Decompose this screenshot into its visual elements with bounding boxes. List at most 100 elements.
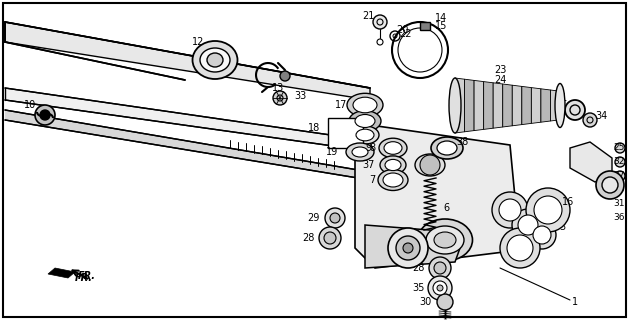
Circle shape — [518, 215, 538, 235]
Polygon shape — [512, 85, 522, 126]
Ellipse shape — [207, 53, 223, 67]
Circle shape — [615, 143, 625, 153]
Circle shape — [565, 100, 585, 120]
Ellipse shape — [349, 111, 381, 132]
Polygon shape — [503, 84, 512, 127]
Circle shape — [434, 262, 446, 274]
Text: 28: 28 — [413, 263, 425, 273]
Polygon shape — [365, 225, 460, 268]
Ellipse shape — [200, 48, 230, 72]
Text: 4: 4 — [527, 197, 533, 207]
Text: 22: 22 — [400, 29, 412, 39]
Circle shape — [602, 177, 618, 193]
Circle shape — [500, 228, 540, 268]
Text: 1: 1 — [572, 297, 578, 307]
Text: 30: 30 — [420, 297, 432, 307]
Circle shape — [280, 71, 290, 81]
Ellipse shape — [431, 137, 463, 159]
Text: 14: 14 — [435, 13, 447, 23]
Ellipse shape — [192, 41, 238, 79]
Circle shape — [396, 236, 420, 260]
Polygon shape — [493, 83, 503, 128]
Ellipse shape — [378, 170, 408, 190]
Text: 23: 23 — [494, 65, 506, 75]
Ellipse shape — [449, 78, 461, 133]
Text: 2: 2 — [545, 212, 551, 222]
Ellipse shape — [384, 142, 402, 154]
Ellipse shape — [353, 97, 377, 113]
Circle shape — [512, 209, 544, 241]
Circle shape — [403, 243, 413, 253]
Polygon shape — [5, 88, 490, 168]
Circle shape — [528, 221, 556, 249]
Polygon shape — [355, 125, 520, 268]
Circle shape — [492, 192, 528, 228]
Text: 16: 16 — [562, 197, 574, 207]
Text: 33: 33 — [294, 91, 306, 101]
Circle shape — [596, 171, 624, 199]
Circle shape — [437, 285, 443, 291]
Polygon shape — [48, 268, 75, 278]
Ellipse shape — [347, 93, 383, 117]
Text: 26: 26 — [614, 186, 625, 195]
Circle shape — [533, 226, 551, 244]
Text: 19: 19 — [326, 147, 338, 157]
Polygon shape — [522, 86, 532, 124]
Circle shape — [499, 199, 521, 221]
Text: 13: 13 — [272, 83, 284, 93]
Ellipse shape — [418, 219, 472, 261]
Text: 6: 6 — [443, 203, 449, 213]
Circle shape — [429, 257, 451, 279]
Ellipse shape — [380, 156, 406, 174]
Circle shape — [534, 196, 562, 224]
Ellipse shape — [346, 143, 374, 161]
Circle shape — [40, 110, 50, 120]
Text: 38: 38 — [456, 137, 468, 147]
Ellipse shape — [379, 138, 407, 158]
Circle shape — [319, 227, 341, 249]
Text: 12: 12 — [192, 37, 204, 47]
Polygon shape — [570, 142, 612, 182]
Polygon shape — [465, 79, 474, 132]
Polygon shape — [455, 78, 465, 133]
Text: 10: 10 — [24, 100, 36, 110]
Polygon shape — [484, 82, 493, 129]
Polygon shape — [550, 90, 560, 121]
Circle shape — [433, 281, 447, 295]
Ellipse shape — [356, 129, 374, 141]
Text: 28: 28 — [303, 233, 315, 243]
Text: FR.: FR. — [75, 273, 93, 283]
Polygon shape — [541, 89, 550, 122]
Polygon shape — [5, 22, 370, 100]
Circle shape — [273, 91, 287, 105]
Circle shape — [325, 208, 345, 228]
Circle shape — [583, 113, 597, 127]
Text: 11: 11 — [556, 93, 568, 103]
Circle shape — [437, 294, 453, 310]
Text: 31: 31 — [613, 199, 625, 209]
Circle shape — [526, 188, 570, 232]
Circle shape — [420, 155, 440, 175]
Ellipse shape — [426, 226, 464, 254]
Circle shape — [373, 15, 387, 29]
Circle shape — [615, 171, 625, 181]
Circle shape — [428, 276, 452, 300]
Polygon shape — [532, 88, 541, 124]
Ellipse shape — [437, 141, 457, 155]
Text: 5: 5 — [537, 235, 543, 245]
Text: 3: 3 — [559, 222, 565, 232]
Ellipse shape — [383, 173, 403, 187]
Text: 17: 17 — [335, 100, 347, 110]
Text: 18: 18 — [308, 123, 320, 133]
Text: 21: 21 — [362, 11, 374, 21]
Text: 35: 35 — [413, 283, 425, 293]
Text: FR.: FR. — [78, 271, 96, 281]
Circle shape — [330, 213, 340, 223]
Ellipse shape — [351, 126, 379, 144]
Text: 27: 27 — [614, 172, 625, 180]
Text: 15: 15 — [435, 21, 447, 31]
Text: 29: 29 — [308, 213, 320, 223]
Ellipse shape — [434, 232, 456, 248]
Text: 25: 25 — [614, 143, 625, 153]
Ellipse shape — [415, 154, 445, 176]
